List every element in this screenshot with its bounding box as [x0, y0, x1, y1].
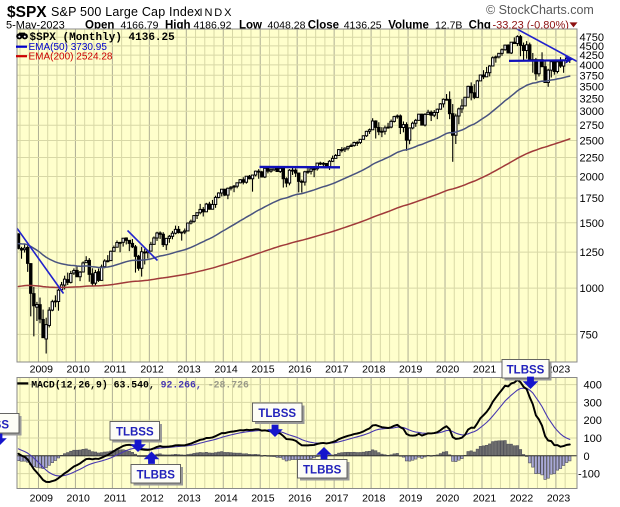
- svg-text:4000: 4000: [580, 60, 604, 72]
- svg-text:TLBSS: TLBSS: [258, 408, 296, 420]
- svg-text:© StockCharts.com: © StockCharts.com: [486, 3, 594, 17]
- svg-text:2017: 2017: [325, 364, 349, 376]
- svg-text:2016: 2016: [288, 493, 312, 505]
- svg-text:2750: 2750: [580, 120, 604, 132]
- svg-text:TLBSS: TLBSS: [116, 427, 154, 439]
- svg-text:-100: -100: [578, 469, 600, 481]
- svg-text:TLBSS: TLBSS: [0, 420, 9, 432]
- svg-text:2015: 2015: [251, 364, 275, 376]
- svg-text:4250: 4250: [580, 50, 604, 62]
- svg-text:3250: 3250: [580, 93, 604, 105]
- svg-text:3750: 3750: [580, 70, 604, 82]
- svg-text:2023: 2023: [547, 364, 571, 376]
- svg-text:INDX: INDX: [200, 7, 234, 19]
- svg-text:2012: 2012: [140, 364, 164, 376]
- svg-text:4750: 4750: [580, 32, 604, 44]
- svg-text:100: 100: [584, 433, 602, 445]
- svg-text:300: 300: [584, 397, 602, 409]
- svg-text:S&P 500 Large Cap Index: S&P 500 Large Cap Index: [51, 5, 201, 19]
- svg-text:2009: 2009: [30, 493, 54, 505]
- svg-text:EMA(50) 3730.95: EMA(50) 3730.95: [29, 42, 108, 53]
- svg-text:2019: 2019: [399, 493, 423, 505]
- svg-text:4500: 4500: [580, 41, 604, 53]
- svg-text:2010: 2010: [67, 364, 91, 376]
- svg-text:1750: 1750: [580, 193, 604, 205]
- svg-text:2020: 2020: [436, 364, 460, 376]
- svg-text:3000: 3000: [580, 106, 604, 118]
- svg-text:0: 0: [584, 451, 590, 463]
- svg-text:EMA(200) 2524.28: EMA(200) 2524.28: [29, 52, 113, 63]
- svg-text:750: 750: [580, 329, 598, 341]
- svg-text:2013: 2013: [177, 364, 201, 376]
- svg-text:2500: 2500: [580, 136, 604, 148]
- svg-text:1500: 1500: [580, 218, 604, 230]
- svg-text:2016: 2016: [288, 364, 312, 376]
- svg-text:2013: 2013: [177, 493, 201, 505]
- svg-text:2018: 2018: [362, 493, 386, 505]
- svg-text:2011: 2011: [104, 364, 127, 376]
- svg-text:400: 400: [584, 380, 602, 392]
- svg-text:2021: 2021: [473, 493, 497, 505]
- svg-text:2011: 2011: [104, 493, 127, 505]
- svg-text:2015: 2015: [251, 493, 275, 505]
- svg-text:2250: 2250: [580, 153, 604, 165]
- svg-text:2020: 2020: [436, 493, 460, 505]
- svg-text:2022: 2022: [510, 493, 534, 505]
- svg-text:2014: 2014: [214, 493, 238, 505]
- svg-text:MACD(12,26,9) 63.540, 92.266,: MACD(12,26,9) 63.540, 92.266, -28.726: [31, 380, 249, 391]
- svg-text:2017: 2017: [325, 493, 349, 505]
- svg-text:2021: 2021: [473, 364, 497, 376]
- svg-text:TLBSS: TLBSS: [507, 365, 545, 377]
- svg-text:2018: 2018: [362, 364, 386, 376]
- svg-text:$SPX: $SPX: [7, 4, 47, 21]
- svg-text:2009: 2009: [30, 364, 54, 376]
- svg-text:200: 200: [584, 415, 602, 427]
- svg-text:2014: 2014: [214, 364, 238, 376]
- svg-text:1250: 1250: [580, 247, 604, 259]
- svg-text:2000: 2000: [580, 172, 604, 184]
- svg-text:2023: 2023: [547, 493, 571, 505]
- svg-text:2019: 2019: [399, 364, 423, 376]
- svg-text:TLBBS: TLBBS: [137, 470, 176, 482]
- svg-text:1000: 1000: [580, 283, 604, 295]
- svg-text:TLBBS: TLBBS: [303, 465, 342, 477]
- svg-text:2010: 2010: [67, 493, 91, 505]
- svg-text:$SPX (Monthly) 4136.25: $SPX (Monthly) 4136.25: [30, 32, 176, 44]
- svg-text:3500: 3500: [580, 81, 604, 93]
- svg-text:2012: 2012: [140, 493, 164, 505]
